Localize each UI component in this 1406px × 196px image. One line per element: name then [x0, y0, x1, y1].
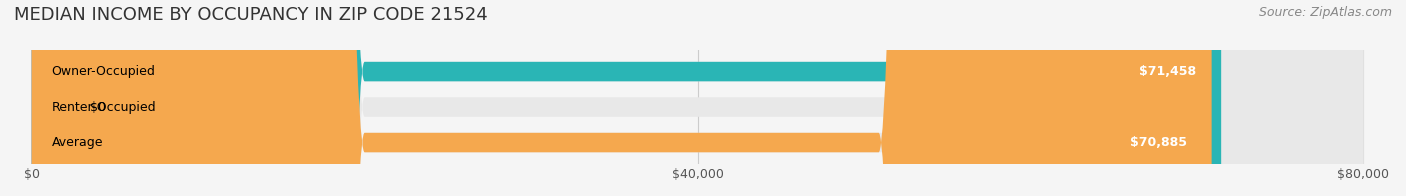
- Text: Source: ZipAtlas.com: Source: ZipAtlas.com: [1258, 6, 1392, 19]
- Text: MEDIAN INCOME BY OCCUPANCY IN ZIP CODE 21524: MEDIAN INCOME BY OCCUPANCY IN ZIP CODE 2…: [14, 6, 488, 24]
- FancyBboxPatch shape: [32, 0, 1364, 196]
- Text: Owner-Occupied: Owner-Occupied: [52, 65, 156, 78]
- FancyBboxPatch shape: [32, 0, 1364, 196]
- FancyBboxPatch shape: [32, 0, 1212, 196]
- Text: $70,885: $70,885: [1129, 136, 1187, 149]
- Text: Renter-Occupied: Renter-Occupied: [52, 101, 156, 113]
- Text: $0: $0: [90, 101, 105, 113]
- Text: Average: Average: [52, 136, 103, 149]
- FancyBboxPatch shape: [32, 0, 1222, 196]
- FancyBboxPatch shape: [32, 0, 65, 196]
- FancyBboxPatch shape: [32, 0, 1364, 196]
- Text: $71,458: $71,458: [1139, 65, 1197, 78]
